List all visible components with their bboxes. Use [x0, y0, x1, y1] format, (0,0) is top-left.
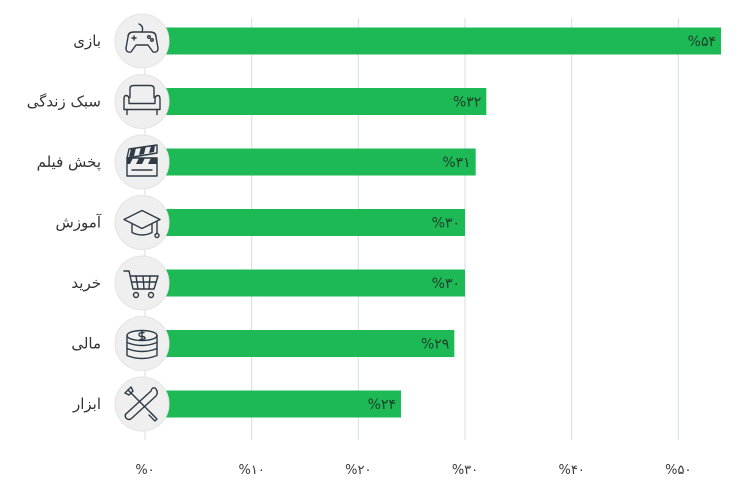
tools-icon: [114, 376, 170, 432]
coins-icon: [114, 316, 170, 371]
category-icons: [114, 13, 170, 432]
bar: [145, 209, 465, 236]
bars: %۵۴ %۳۲ %۳۱ %۳۰ %۳۰ %۲۹ %۲۴: [145, 27, 721, 418]
gamepad-icon: [114, 13, 170, 69]
icon-badge: [114, 13, 170, 69]
bar: [145, 330, 455, 357]
bar: [145, 148, 476, 176]
category-label: مالی: [71, 335, 101, 353]
category-label: پخش فیلم: [37, 153, 101, 172]
icon-badge: [114, 74, 170, 129]
category-labels: بازی سبک زندگی پخش فیلم آموزش خرید مالی ابزار: [27, 32, 102, 413]
icon-badge: [114, 316, 170, 371]
icon-badge: [114, 195, 170, 250]
x-tick-label: %۲۰: [345, 463, 371, 478]
bar-value-label: %۳۱: [442, 155, 470, 171]
category-label: آموزش: [55, 214, 101, 232]
category-label: ابزار: [72, 395, 101, 413]
bar-value-label: %۳۰: [432, 216, 460, 232]
bar: [145, 88, 487, 115]
bar: [145, 27, 721, 55]
category-label: بازی: [73, 32, 101, 50]
x-tick-label: %۳۰: [452, 463, 478, 478]
bar: [145, 390, 401, 418]
x-tick-label: %۴۰: [559, 463, 585, 478]
bar-value-label: %۵۴: [688, 34, 716, 50]
icon-badge: [114, 255, 170, 311]
bar-value-label: %۳۲: [453, 95, 481, 111]
category-label: خرید: [71, 274, 101, 292]
x-tick-label: %۰: [135, 463, 154, 478]
bar-value-label: %۳۰: [432, 276, 460, 292]
shopping-cart-icon: [114, 255, 170, 311]
bar: [145, 269, 465, 297]
bar-value-label: %۲۴: [368, 397, 396, 413]
x-tick-label: %۵۰: [665, 463, 691, 478]
bar-value-label: %۲۹: [421, 337, 449, 353]
x-tick-label: %۱۰: [239, 463, 265, 478]
armchair-icon: [114, 74, 170, 129]
category-label: سبک زندگی: [27, 93, 101, 111]
graduation-cap-icon: [114, 195, 170, 250]
x-axis-ticks: %۰ %۱۰ %۲۰ %۳۰ %۴۰ %۵۰: [135, 463, 691, 478]
clapperboard-icon: [114, 134, 170, 190]
